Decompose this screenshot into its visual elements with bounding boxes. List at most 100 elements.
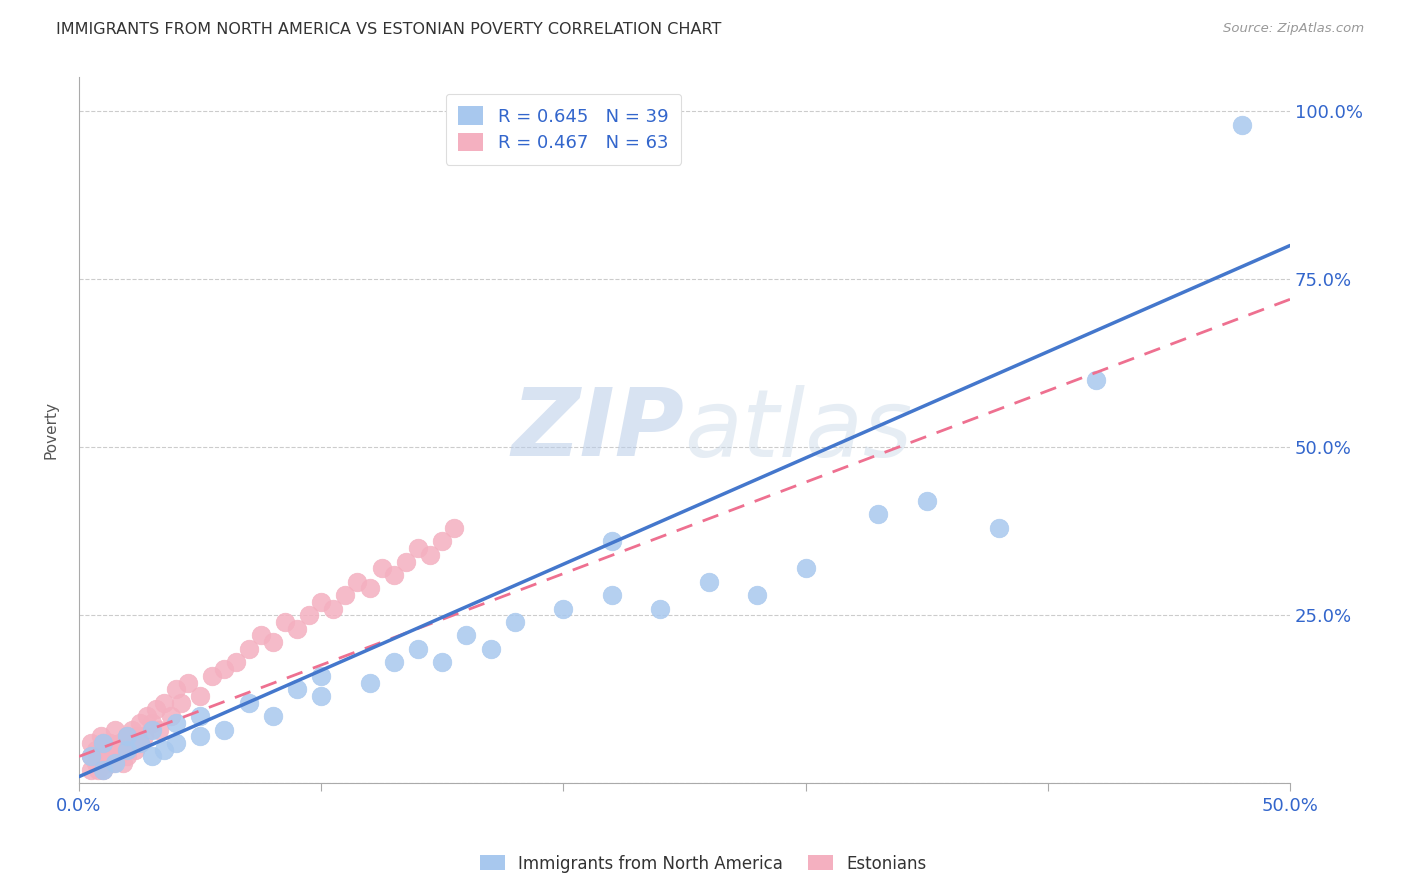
Point (479, 641, 502, 656)
Point (108, 736, 131, 750)
Point (80, 763, 103, 777)
Point (165, 736, 187, 750)
Text: atlas: atlas (685, 385, 912, 476)
Point (309, 689, 332, 703)
Point (214, 723, 236, 737)
Point (152, 696, 174, 710)
Point (125, 729, 148, 743)
Point (117, 729, 139, 743)
Point (395, 554, 418, 568)
Point (322, 601, 344, 615)
Point (107, 749, 129, 764)
Point (100, 749, 122, 764)
Point (80, 736, 103, 750)
Point (915, 494, 938, 508)
Point (114, 743, 136, 757)
Point (91, 749, 114, 764)
Point (432, 534, 454, 549)
Point (262, 635, 284, 649)
Point (1085, 373, 1108, 387)
Y-axis label: Poverty: Poverty (44, 401, 58, 459)
Point (104, 756, 127, 771)
Point (152, 743, 174, 757)
Point (128, 715, 150, 730)
Point (249, 628, 271, 642)
Point (91, 736, 114, 750)
Point (262, 709, 284, 723)
Point (87, 749, 110, 764)
Point (382, 568, 405, 582)
Point (794, 561, 817, 575)
Point (298, 608, 321, 623)
Point (309, 669, 332, 683)
Point (238, 696, 260, 710)
Point (124, 743, 146, 757)
Point (170, 696, 193, 710)
Point (117, 749, 139, 764)
Point (117, 743, 139, 757)
Point (97, 743, 120, 757)
Point (238, 641, 260, 656)
Text: Source: ZipAtlas.com: Source: ZipAtlas.com (1223, 22, 1364, 36)
Point (188, 689, 211, 703)
Point (335, 588, 357, 602)
Point (443, 521, 465, 535)
Point (80, 749, 103, 764)
Text: IMMIGRANTS FROM NORTH AMERICA VS ESTONIAN POVERTY CORRELATION CHART: IMMIGRANTS FROM NORTH AMERICA VS ESTONIA… (56, 22, 721, 37)
Point (145, 702, 167, 716)
Point (90, 756, 112, 771)
Point (274, 615, 297, 629)
Point (100, 736, 122, 750)
Point (101, 756, 124, 771)
Point (346, 574, 368, 589)
Point (104, 723, 127, 737)
Point (111, 756, 134, 771)
Point (80, 749, 103, 764)
Text: ZIP: ZIP (512, 384, 685, 476)
Point (141, 715, 163, 730)
Legend: R = 0.645   N = 39, R = 0.467   N = 63: R = 0.645 N = 39, R = 0.467 N = 63 (446, 94, 681, 165)
Point (91, 763, 114, 777)
Point (188, 709, 211, 723)
Point (309, 595, 332, 609)
Point (188, 729, 211, 743)
Point (128, 736, 150, 750)
Point (285, 682, 308, 697)
Point (406, 541, 429, 555)
Point (165, 682, 187, 697)
Point (141, 723, 163, 737)
Point (600, 588, 623, 602)
Point (697, 574, 720, 589)
Point (868, 508, 890, 522)
Point (370, 561, 392, 575)
Point (359, 675, 381, 690)
Point (128, 736, 150, 750)
Point (141, 749, 163, 764)
Point (406, 641, 429, 656)
Point (503, 615, 526, 629)
Point (201, 669, 224, 683)
Point (118, 736, 141, 750)
Point (177, 675, 200, 690)
Point (650, 601, 672, 615)
Point (135, 709, 157, 723)
Point (134, 729, 156, 743)
Point (117, 729, 139, 743)
Point (87, 763, 110, 777)
Point (285, 622, 308, 636)
Point (747, 588, 769, 602)
Point (97, 756, 120, 771)
Point (432, 656, 454, 670)
Point (165, 715, 187, 730)
Point (214, 662, 236, 676)
Legend: Immigrants from North America, Estonians: Immigrants from North America, Estonians (472, 848, 934, 880)
Point (91, 736, 114, 750)
Point (148, 723, 170, 737)
Point (160, 709, 183, 723)
Point (988, 521, 1011, 535)
Point (600, 534, 623, 549)
Point (359, 582, 381, 596)
Point (419, 548, 441, 562)
Point (382, 656, 405, 670)
Point (456, 628, 478, 642)
